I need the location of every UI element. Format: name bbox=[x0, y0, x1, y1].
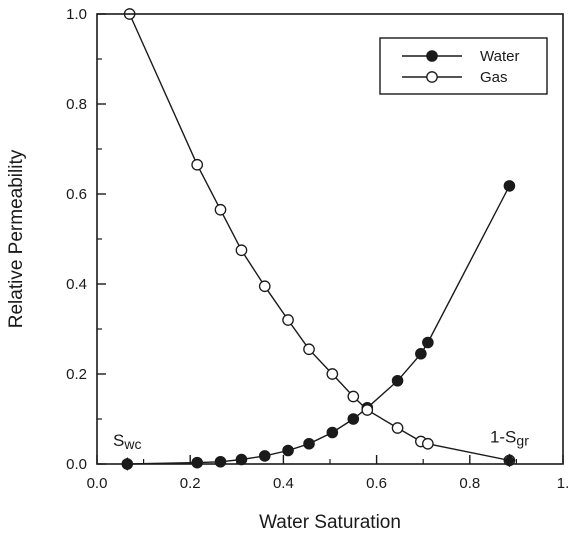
x-tick-label: 0.6 bbox=[366, 475, 387, 492]
legend-water-label: Water bbox=[480, 48, 519, 65]
gas-data-point bbox=[191, 158, 204, 171]
x-axis-title: Water Saturation bbox=[259, 512, 401, 533]
y-tick-label: 0.2 bbox=[66, 366, 87, 383]
gas-data-point bbox=[258, 280, 271, 293]
annotation-label: 1-Sgr bbox=[490, 427, 529, 448]
gas-data-point bbox=[282, 314, 294, 326]
water-data-point bbox=[422, 336, 434, 349]
y-axis-title: Relative Permeability bbox=[6, 149, 27, 328]
plot-area-frame bbox=[96, 13, 564, 465]
legend-water-marker bbox=[426, 50, 438, 62]
water-data-point bbox=[326, 426, 339, 439]
x-tick-label: 0.0 bbox=[87, 475, 108, 492]
x-tick-label: 0.4 bbox=[273, 475, 294, 492]
legend-box bbox=[379, 37, 548, 95]
water-data-point bbox=[391, 374, 404, 387]
gas-data-point bbox=[214, 203, 227, 216]
y-tick-label: 0.4 bbox=[66, 276, 87, 293]
axis-ticks: 0.0 0.2 0.4 0.6 0.8 1. 0.0 0.2 0.4 0.6 0.8 1.0 bbox=[66, 6, 569, 492]
gas-data-point bbox=[347, 390, 360, 403]
gas-data-point bbox=[422, 437, 434, 450]
gas-data-point bbox=[235, 244, 248, 257]
water-data-point bbox=[503, 180, 516, 192]
water-data-point bbox=[214, 455, 227, 468]
gas-data-point bbox=[326, 368, 339, 380]
gas-data-point bbox=[303, 343, 315, 356]
water-data-point bbox=[347, 413, 360, 425]
water-data-point bbox=[415, 347, 427, 360]
series-markers bbox=[121, 8, 516, 470]
y-tick-label: 0.0 bbox=[66, 456, 87, 473]
gas-data-point bbox=[391, 422, 404, 434]
water-data-point bbox=[235, 453, 248, 466]
legend-gas-marker bbox=[426, 71, 438, 83]
legend-gas-label: Gas bbox=[480, 69, 508, 86]
y-tick-label: 0.6 bbox=[66, 186, 87, 203]
y-tick-label: 1.0 bbox=[66, 6, 87, 23]
annotation-label: Swc bbox=[113, 431, 141, 452]
water-data-point bbox=[258, 450, 271, 462]
x-tick-label: 1. bbox=[557, 475, 570, 492]
annotations: Swc 1-Sgr bbox=[113, 427, 529, 471]
water-data-point bbox=[282, 444, 294, 457]
x-tick-label: 0.2 bbox=[180, 475, 201, 492]
legend: Water Gas bbox=[379, 37, 548, 95]
gas-data-point bbox=[361, 404, 374, 416]
x-tick-label: 0.8 bbox=[459, 475, 480, 492]
water-data-point bbox=[191, 456, 203, 469]
y-tick-label: 0.8 bbox=[66, 96, 87, 113]
water-data-point bbox=[303, 437, 315, 450]
